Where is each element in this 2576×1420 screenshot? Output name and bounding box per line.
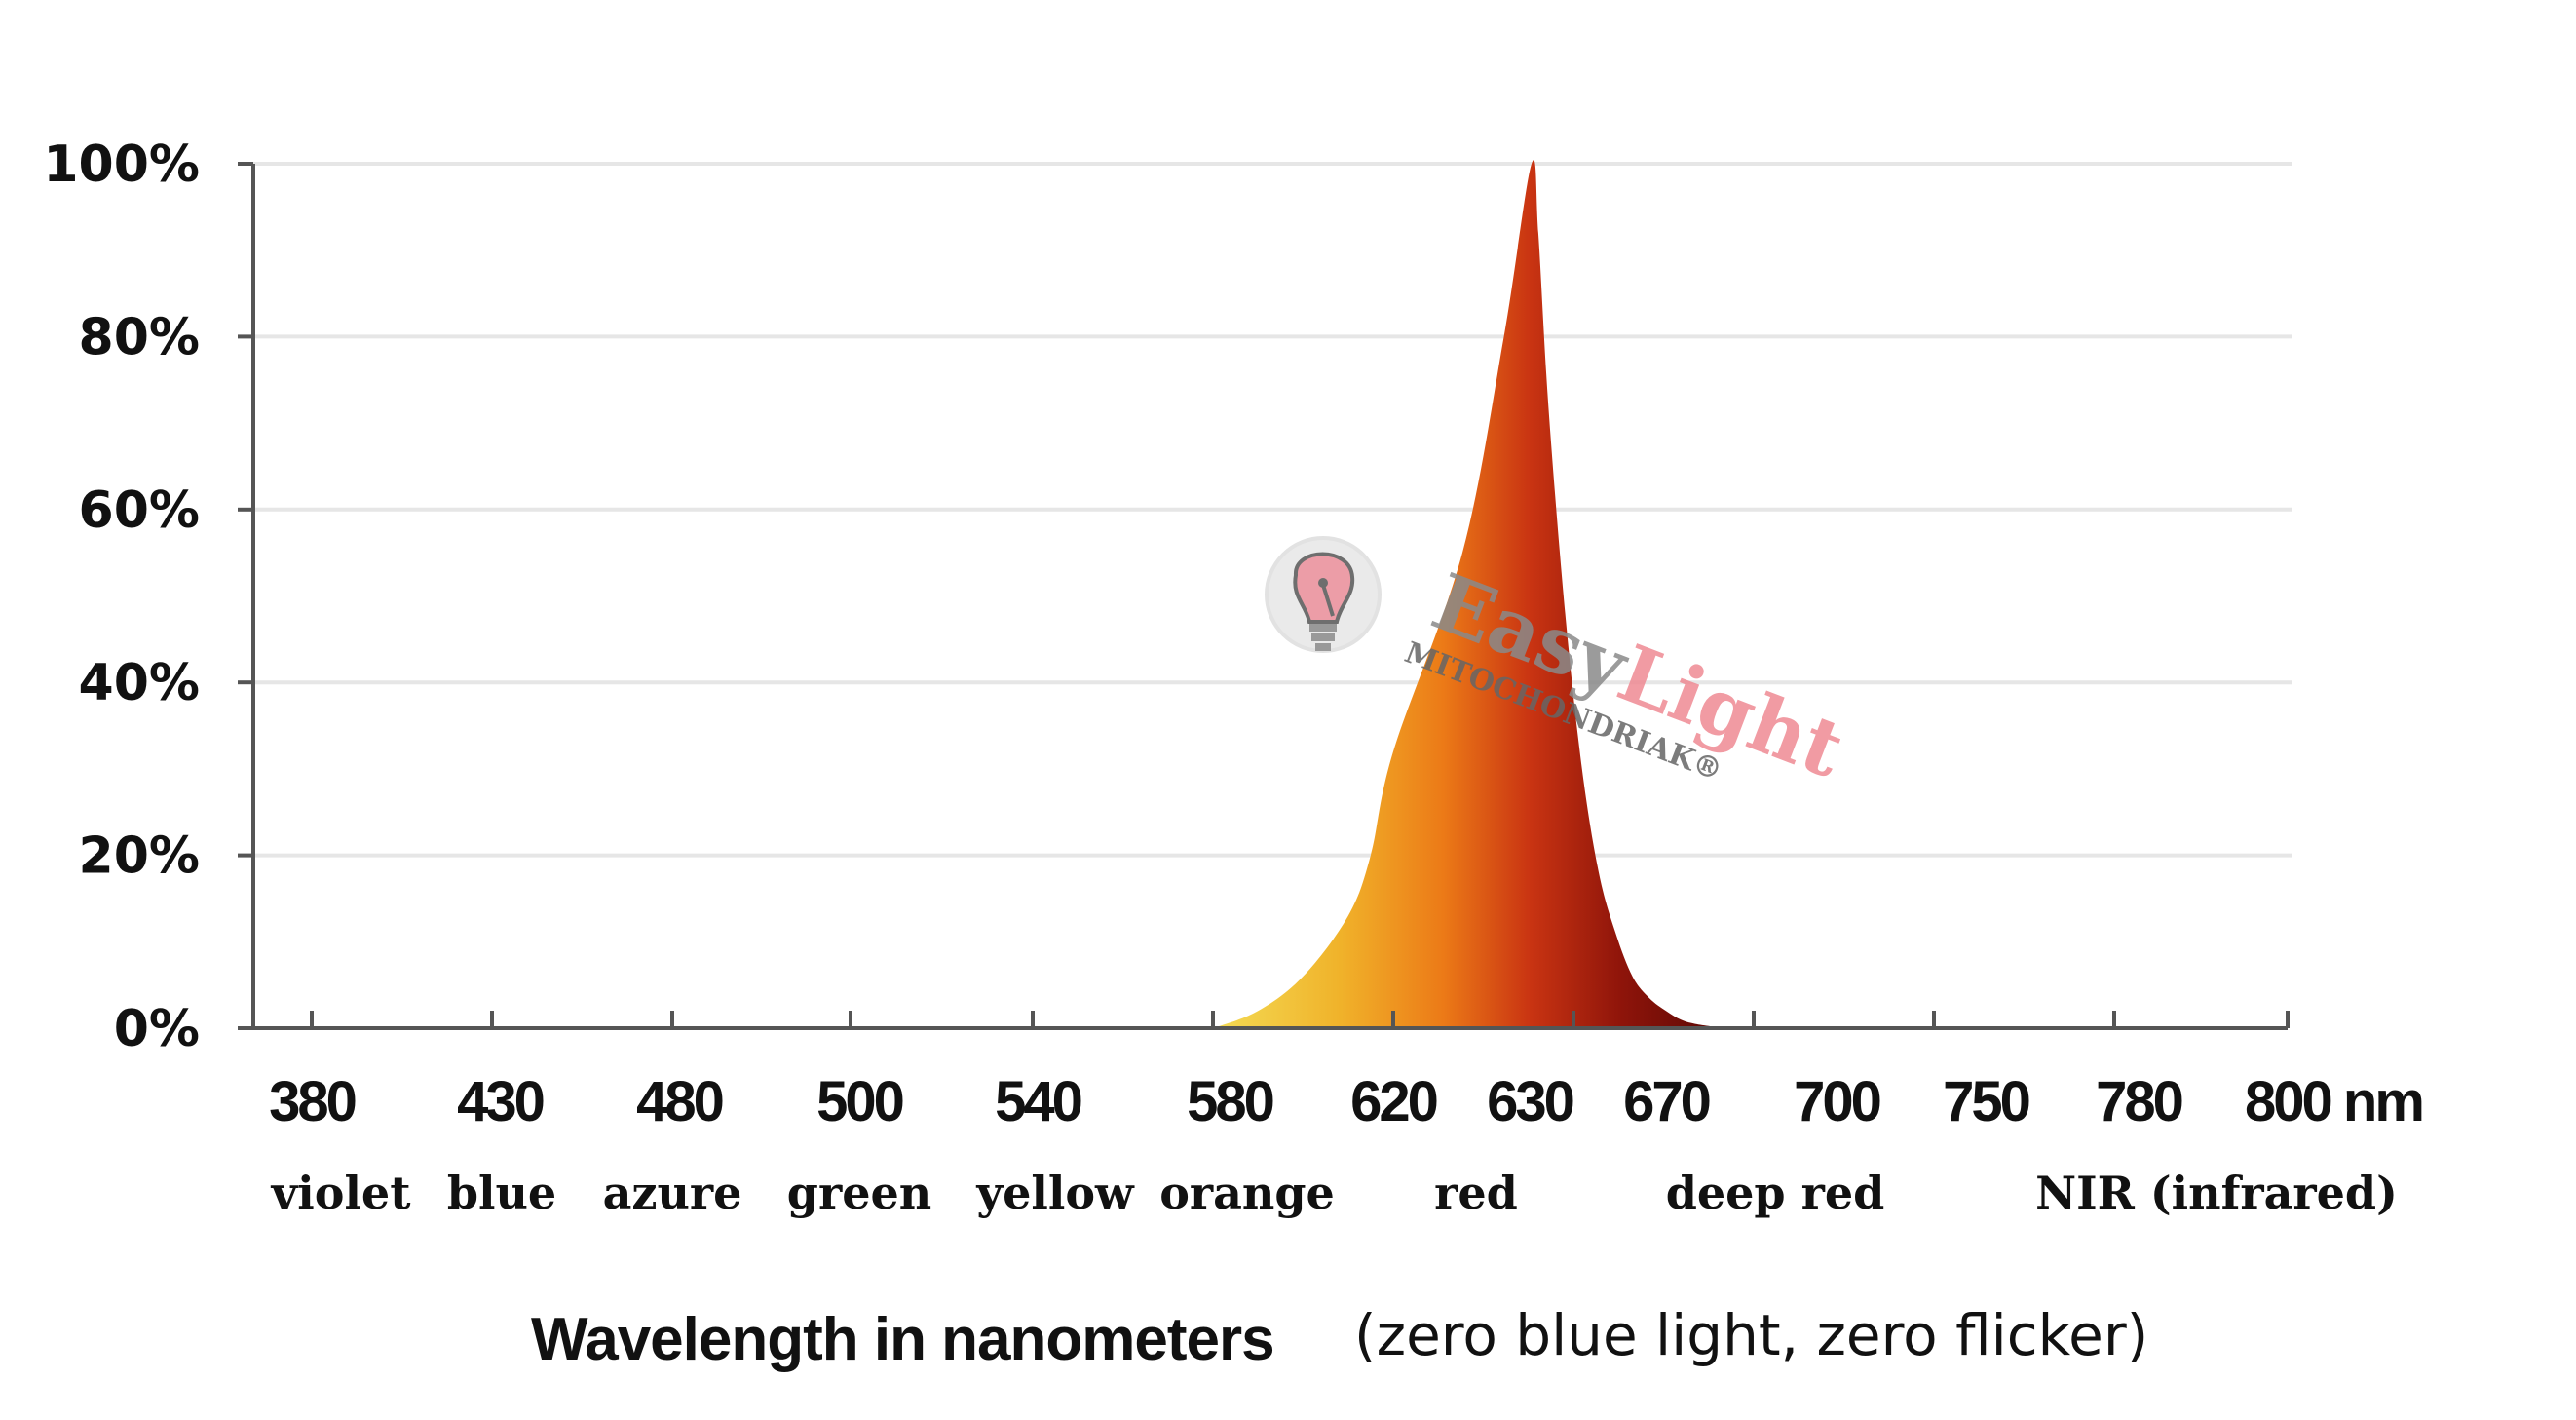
spectrum-area-layer	[1213, 160, 1724, 1028]
x-tick-label: 500	[816, 1070, 903, 1133]
x-tick-label: 620	[1350, 1070, 1437, 1133]
band-label: NIR (infrared)	[2035, 1167, 2398, 1219]
x-tick-label: 750	[1943, 1070, 2029, 1133]
band-label: orange	[1159, 1167, 1335, 1219]
band-label: blue	[447, 1167, 556, 1219]
band-label: yellow	[975, 1167, 1135, 1219]
band-label: green	[787, 1167, 931, 1219]
x-tick-label: 380	[269, 1070, 356, 1133]
spectrum-area	[1213, 160, 1724, 1028]
band-label: violet	[271, 1167, 412, 1219]
gridlines	[238, 162, 2292, 1030]
band-label: red	[1434, 1167, 1518, 1219]
x-tick-label: 480	[636, 1070, 723, 1133]
y-tick-label: 40%	[79, 654, 200, 712]
band-label: deep red	[1666, 1167, 1885, 1219]
y-tick-label: 0%	[114, 1000, 200, 1058]
y-tick-labels: 0% 20% 40% 60% 80% 100%	[43, 135, 200, 1058]
x-tick-label: 630	[1487, 1070, 1573, 1133]
brain-bulb-icon	[1265, 536, 1382, 653]
x-tick-label: 670	[1623, 1070, 1710, 1133]
axes	[251, 164, 2288, 1030]
band-labels: violet blue azure green yellow orange red deep …	[271, 1167, 2398, 1219]
x-tick-label: 580	[1187, 1070, 1273, 1133]
x-axis-note: (zero blue light, zero flicker)	[1354, 1302, 2148, 1368]
y-tick-label: 60%	[79, 481, 200, 540]
y-tick-label: 80%	[79, 308, 200, 366]
x-axis-label: Wavelength in nanometers	[531, 1306, 1274, 1373]
x-tick-label: 800 nm	[2245, 1070, 2422, 1133]
x-tick-label: 430	[457, 1070, 544, 1133]
band-label: azure	[603, 1167, 742, 1219]
y-tick-label: 100%	[43, 135, 200, 194]
x-tick-labels: 380 430 480 500 540 580 620 630 670 700 750 780 800 …	[269, 1011, 2425, 1133]
x-tick-label: 780	[2096, 1070, 2182, 1133]
y-tick-label: 20%	[79, 827, 200, 886]
x-tick-label: 700	[1794, 1070, 1880, 1133]
x-tick-label: 540	[995, 1070, 1081, 1133]
